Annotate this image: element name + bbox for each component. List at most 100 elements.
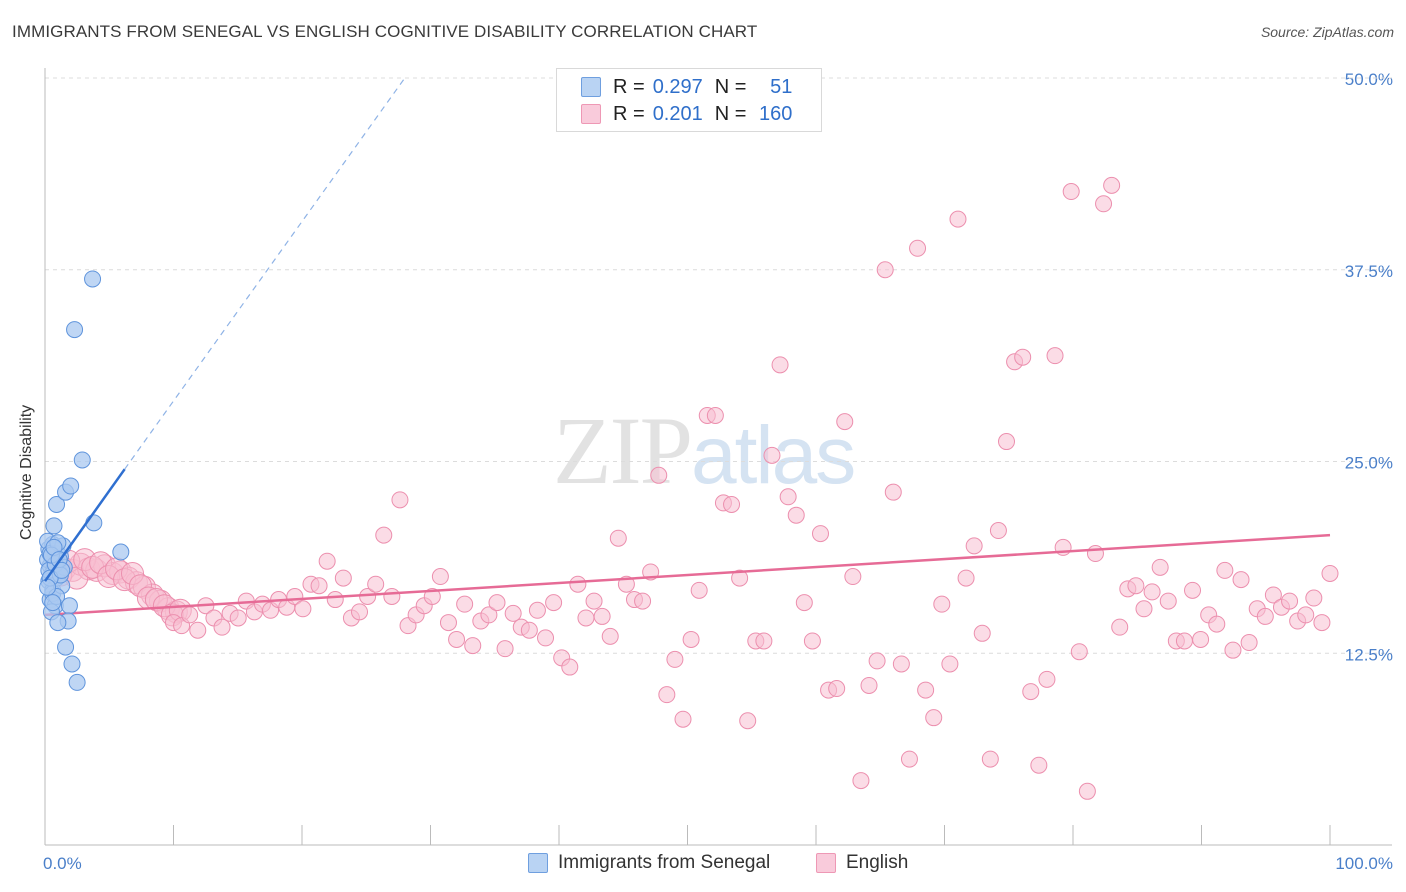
- english-point: [811, 525, 829, 543]
- english-point: [634, 592, 652, 610]
- senegal-trendline: [43, 468, 126, 582]
- english-point: [1321, 564, 1339, 582]
- english-point: [229, 609, 247, 627]
- y-tick-label: 25.0%: [1345, 454, 1393, 473]
- english-point: [423, 587, 441, 605]
- english-point: [731, 569, 749, 587]
- senegal-trendline-extension: [124, 77, 406, 470]
- english-point: [351, 603, 369, 621]
- english-point: [585, 592, 603, 610]
- english-point: [998, 433, 1016, 451]
- english-point: [1078, 782, 1096, 800]
- legend-r-label: R =: [613, 75, 645, 98]
- legend-n-value: 160: [759, 102, 793, 125]
- watermark-zip: ZIP: [553, 397, 693, 504]
- english-point: [334, 569, 352, 587]
- legend-r-label: R =: [613, 102, 645, 125]
- legend-row-senegal: R = 0.297 N = 51: [581, 74, 792, 100]
- legend-r-value: 0.297: [652, 75, 703, 98]
- english-point: [431, 568, 449, 586]
- senegal-point: [57, 638, 75, 656]
- english-point: [561, 658, 579, 676]
- y-tick-label: 37.5%: [1345, 262, 1393, 281]
- senegal-point: [68, 673, 86, 691]
- english-point: [448, 630, 466, 648]
- english-point: [1046, 347, 1064, 365]
- senegal-point: [39, 578, 57, 596]
- english-point: [981, 750, 999, 768]
- english-point: [593, 607, 611, 625]
- english-point: [787, 506, 805, 524]
- english-point: [844, 568, 862, 586]
- english-point: [706, 406, 724, 424]
- english-point: [957, 569, 975, 587]
- english-point: [391, 491, 409, 509]
- legend-row-english: R = 0.201 N = 160: [581, 101, 792, 127]
- english-point: [779, 488, 797, 506]
- bottom-legend-swatch-senegal: [528, 853, 548, 873]
- english-point: [577, 609, 595, 627]
- english-point: [1086, 545, 1104, 563]
- english-point: [504, 604, 522, 622]
- english-point: [1313, 614, 1331, 632]
- english-point: [464, 637, 482, 655]
- english-trendline: [44, 533, 1331, 617]
- english-point: [795, 594, 813, 612]
- senegal-point: [66, 321, 84, 339]
- english-point: [545, 594, 563, 612]
- english-point: [1022, 683, 1040, 701]
- english-point: [1038, 670, 1056, 688]
- legend-n-label: N =: [714, 102, 747, 125]
- english-point: [1208, 615, 1226, 633]
- english-point: [884, 483, 902, 501]
- english-point: [1175, 632, 1193, 650]
- english-point: [690, 581, 708, 599]
- senegal-point: [62, 477, 80, 495]
- bottom-legend-label-english: English: [846, 852, 909, 873]
- english-point: [1135, 600, 1153, 618]
- english-point: [1305, 589, 1323, 607]
- english-point: [1070, 643, 1088, 661]
- english-point: [1159, 592, 1177, 610]
- english-point: [666, 650, 684, 668]
- english-point: [181, 606, 199, 624]
- bottom-legend-senegal: Immigrants from Senegal: [528, 852, 770, 874]
- english-point: [755, 632, 773, 650]
- english-point: [658, 686, 676, 704]
- english-point: [213, 618, 231, 636]
- senegal-point: [45, 517, 63, 535]
- english-point: [1240, 634, 1258, 652]
- english-point: [488, 594, 506, 612]
- english-point: [900, 750, 918, 768]
- english-point: [1127, 577, 1145, 595]
- english-point: [1143, 583, 1161, 601]
- english-point: [294, 600, 312, 618]
- english-point: [876, 261, 894, 279]
- english-point: [949, 210, 967, 228]
- english-point: [310, 577, 328, 595]
- x-tick-label-min: 0.0%: [43, 854, 82, 873]
- english-point: [601, 627, 619, 645]
- english-point: [803, 632, 821, 650]
- legend-n-value: 51: [770, 75, 793, 98]
- english-point: [1030, 756, 1048, 774]
- senegal-point: [85, 514, 103, 532]
- english-point: [1184, 581, 1202, 599]
- english-point: [1014, 348, 1032, 366]
- english-point: [480, 606, 498, 624]
- senegal-point: [63, 655, 81, 673]
- english-point: [674, 710, 692, 728]
- english-point: [1224, 641, 1242, 659]
- english-point: [723, 495, 741, 513]
- english-point: [989, 522, 1007, 540]
- english-point: [763, 446, 781, 464]
- english-point: [1264, 586, 1282, 604]
- english-point: [189, 621, 207, 639]
- x-tick-label-max: 100.0%: [1335, 854, 1393, 873]
- bottom-legend-english: English: [816, 852, 908, 874]
- y-tick-label: 12.5%: [1345, 645, 1393, 664]
- legend-swatch-senegal: [581, 77, 601, 97]
- english-point: [1151, 558, 1169, 576]
- english-point: [828, 680, 846, 698]
- senegal-point: [84, 270, 102, 288]
